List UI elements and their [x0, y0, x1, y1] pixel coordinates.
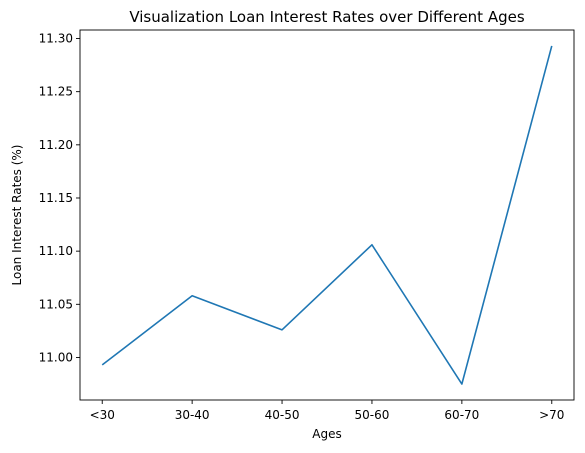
x-tick-label: 40-50 [265, 408, 300, 422]
y-tick-label: 11.10 [39, 244, 73, 258]
x-tick-label: 50-60 [355, 408, 390, 422]
plot-frame [79, 29, 575, 401]
y-tick-label: 11.15 [39, 191, 73, 205]
x-tick-label: 30-40 [175, 408, 210, 422]
series-line [101, 45, 553, 385]
y-axis-ticks: 11.00 11.05 11.10 11.15 11.20 11.25 11.30 [39, 32, 80, 364]
y-tick-label: 11.20 [39, 138, 73, 152]
x-axis-label: Ages [312, 427, 341, 441]
y-tick-label: 11.30 [39, 32, 73, 46]
y-tick-label: 11.00 [39, 350, 73, 364]
x-tick-label: >70 [539, 408, 564, 422]
y-tick-label: 11.25 [39, 85, 73, 99]
x-axis-ticks: <30 30-40 40-50 50-60 60-70 >70 [90, 400, 564, 422]
y-tick-label: 11.05 [39, 297, 73, 311]
y-axis-label: Loan Interest Rates (%) [10, 145, 24, 286]
x-tick-label: <30 [90, 408, 115, 422]
plot-area [80, 30, 574, 400]
x-tick-label: 60-70 [444, 408, 479, 422]
chart-title: Visualization Loan Interest Rates over D… [129, 8, 525, 26]
